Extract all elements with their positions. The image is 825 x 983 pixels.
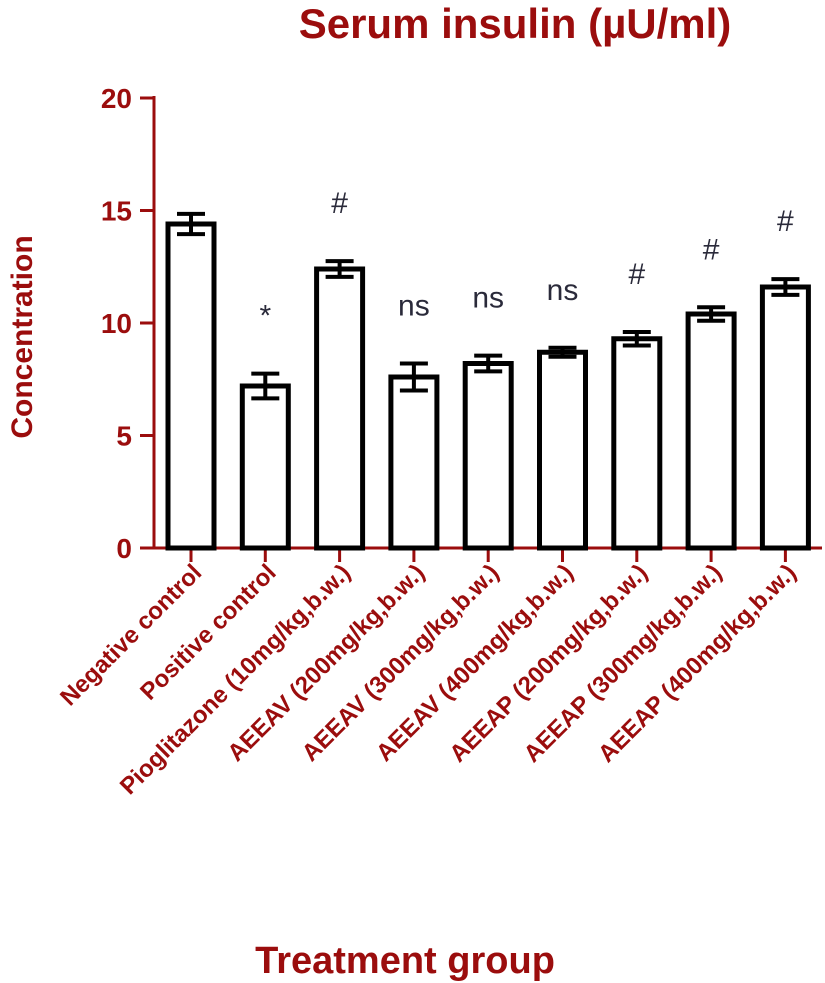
bars: * # ns ns ns # # # <box>165 187 811 551</box>
bar <box>685 311 737 551</box>
bar <box>314 266 366 551</box>
significance-label: ns <box>398 290 430 323</box>
significance-label: * <box>259 300 271 333</box>
y-tick-label: 15 <box>101 196 132 227</box>
bar <box>239 383 291 551</box>
x-axis-label: Treatment group <box>255 940 555 982</box>
bar <box>759 284 811 551</box>
significance-label: # <box>331 187 348 220</box>
y-tick-label: 20 <box>101 83 132 114</box>
x-tick-label: Positive control <box>135 559 281 705</box>
y-axis-label: Concentration <box>6 235 39 438</box>
chart-title: Serum insulin (µU/ml) <box>299 0 732 47</box>
y-tick-label: 10 <box>101 308 132 339</box>
bar <box>537 349 588 551</box>
significance-label: # <box>628 258 645 291</box>
bar <box>388 374 440 551</box>
x-tick-label: Negative control <box>55 559 207 711</box>
significance-label: # <box>777 205 794 238</box>
y-tick-label: 0 <box>116 533 132 564</box>
bar <box>165 221 217 551</box>
bar <box>611 336 663 551</box>
significance-label: # <box>703 233 720 266</box>
bar <box>462 361 514 551</box>
significance-label: ns <box>547 274 579 307</box>
significance-label: ns <box>472 282 504 315</box>
y-tick-label: 5 <box>116 421 132 452</box>
